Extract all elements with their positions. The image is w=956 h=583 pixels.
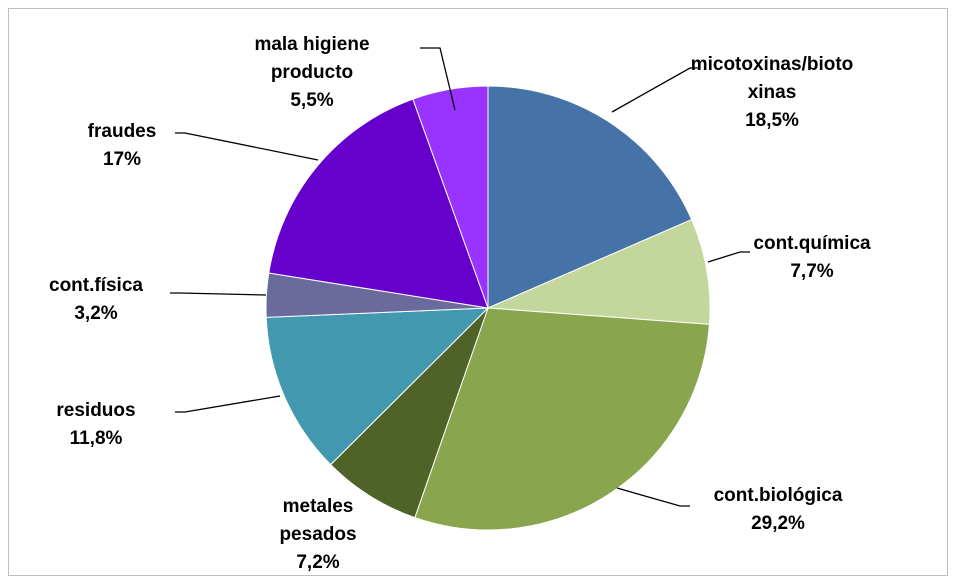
pie-slice: [487, 218, 711, 325]
slice-label: fraudes 17%: [62, 118, 182, 174]
slice-value: 11,8%: [69, 428, 123, 449]
slice-value: 7,7%: [790, 261, 834, 282]
slice-name: cont.biológica: [713, 485, 843, 506]
slice-name: mala higiene producto: [254, 34, 370, 83]
slice-label: cont.física 3,2%: [21, 272, 171, 328]
slice-name: fraudes: [87, 121, 157, 142]
slice-label: micotoxinas/biotoxinas 18,5%: [687, 51, 857, 135]
slice-value: 7,2%: [296, 552, 340, 573]
slice-name: residuos: [56, 400, 136, 421]
leader-line: [611, 67, 700, 113]
slice-name: micotoxinas/biotoxinas: [690, 54, 854, 103]
slice-label: cont.biológica 29,2%: [693, 482, 863, 538]
slice-label: mala higiene producto 5,5%: [212, 31, 412, 115]
leader-line: [420, 47, 456, 111]
slice-label: cont.química 7,7%: [737, 230, 887, 286]
slice-label: metales pesados 7,2%: [258, 493, 378, 577]
pie-slice: [265, 307, 490, 466]
pie-slice: [329, 307, 489, 519]
leader-line: [616, 487, 690, 507]
pie-slice: [268, 98, 489, 309]
leader-line: [170, 292, 267, 296]
slice-value: 29,2%: [751, 513, 805, 534]
slice-name: cont.química: [753, 233, 871, 254]
pie-slice: [487, 85, 693, 309]
slice-name: metales pesados: [279, 496, 357, 545]
chart-frame: [8, 8, 948, 576]
slice-value: 17%: [102, 149, 142, 170]
slice-value: 3,2%: [74, 303, 118, 324]
pie-slice: [414, 307, 710, 531]
slice-value: 5,5%: [290, 90, 334, 111]
slice-name: cont.física: [49, 275, 143, 296]
leader-line: [175, 395, 281, 413]
slice-label: residuos 11,8%: [36, 397, 156, 453]
leader-line: [175, 132, 319, 161]
leader-line: [707, 251, 750, 263]
slice-value: 18,5%: [745, 110, 799, 131]
